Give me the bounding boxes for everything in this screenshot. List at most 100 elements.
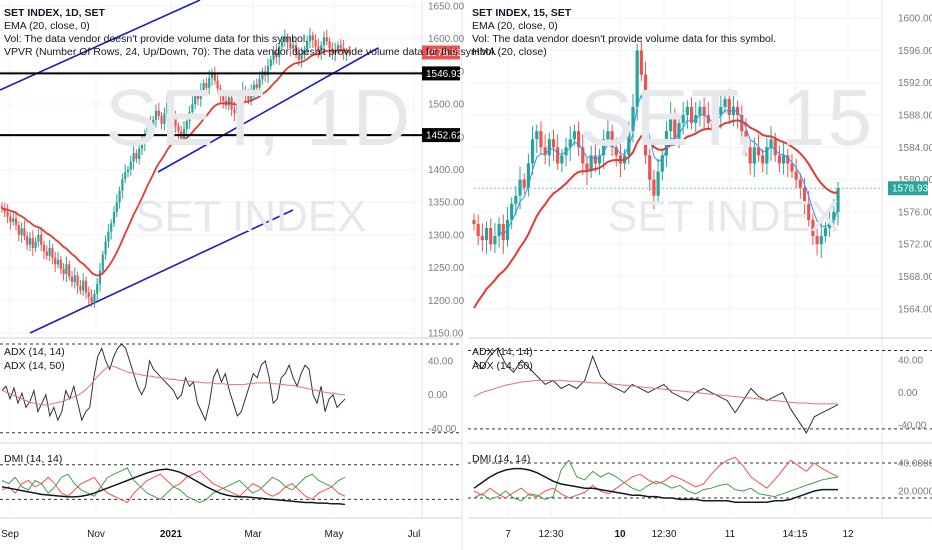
left-candle	[261, 71, 264, 80]
left-symbol-title[interactable]: SET INDEX, 1D, SET	[4, 7, 105, 19]
left-x-tick: May	[325, 529, 344, 540]
right-indicator-tick: 40.0000	[898, 459, 932, 470]
right-ema-legend[interactable]: EMA (20, close, 0)	[472, 20, 558, 32]
right-candle	[815, 236, 819, 245]
left-candle	[138, 148, 141, 160]
left-candle	[90, 297, 93, 303]
left-vol-legend[interactable]: Vol: The data vendor doesn't provide vol…	[4, 33, 309, 45]
right-candle	[614, 147, 618, 156]
right-price-tick: 1600.00	[898, 14, 932, 25]
right-candle	[522, 179, 526, 188]
left-indicator-series	[1, 468, 346, 506]
left-indicator-series	[1, 343, 346, 422]
left-candle	[135, 153, 138, 160]
right-candle	[660, 155, 664, 172]
left-candle	[9, 216, 12, 222]
right-candle	[836, 188, 840, 212]
left-candle	[348, 51, 351, 53]
right-candle	[589, 155, 593, 172]
left-candle	[160, 115, 163, 124]
left-last-price-label: 1578.93	[426, 48, 463, 59]
right-candle	[530, 139, 535, 164]
left-candle	[6, 212, 9, 217]
right-dmi-legend[interactable]: DMI (14, 14)	[472, 453, 531, 465]
left-trend-line	[157, 47, 379, 173]
right-price-tick: 1568.00	[898, 272, 932, 283]
left-dmi-legend[interactable]: DMI (14, 14)	[4, 453, 63, 465]
left-candle	[250, 92, 253, 101]
left-candle	[23, 228, 26, 237]
left-candle	[96, 283, 99, 294]
left-candle	[314, 40, 317, 47]
right-x-tick: 11	[725, 529, 736, 540]
left-candle	[118, 190, 121, 203]
left-indicator-tick: 40.00	[428, 356, 453, 367]
left-candle	[252, 84, 256, 93]
right-price-tick: 1592.00	[898, 78, 932, 89]
right-x-tick: 12	[842, 529, 854, 540]
left-candle	[278, 46, 281, 58]
left-candle	[62, 268, 65, 275]
left-candle	[31, 238, 34, 248]
left-adx-legend-2[interactable]: ADX (14, 50)	[4, 360, 65, 372]
left-legend: SET INDEX, 1D, SET EMA (20, close, 0) Vo…	[4, 7, 497, 59]
right-candle	[756, 147, 761, 156]
left-candle	[205, 83, 208, 88]
left-candle	[191, 104, 194, 112]
left-level-badge	[422, 66, 460, 81]
right-candle	[777, 155, 782, 164]
left-candle	[132, 153, 135, 162]
left-candle	[328, 41, 331, 49]
left-candle	[194, 95, 197, 105]
left-candle	[286, 37, 289, 43]
left-candle	[79, 285, 82, 291]
left-candle	[308, 35, 312, 42]
right-x-tick: 12:30	[651, 529, 676, 540]
right-hma-legend[interactable]: HMA (20, close)	[472, 46, 547, 58]
right-legend: SET INDEX, 15, SET EMA (20, close, 0) Vo…	[472, 7, 776, 59]
left-candle	[51, 247, 54, 258]
left-candle	[174, 118, 177, 127]
left-adx-legend-1[interactable]: ADX (14, 14)	[4, 346, 65, 358]
left-ema-legend[interactable]: EMA (20, close, 0)	[4, 20, 90, 32]
right-candle	[677, 123, 681, 140]
right-indicator-tick: -40.00	[898, 420, 927, 431]
right-candle	[685, 106, 689, 115]
left-indicator-tick: 0.00	[428, 390, 448, 401]
right-vol-legend[interactable]: Vol: The data vendor doesn't provide vol…	[472, 33, 777, 45]
left-price-tick: 1500.00	[428, 100, 465, 111]
right-candle	[535, 131, 539, 140]
right-candle	[715, 115, 719, 132]
left-candle	[311, 35, 314, 41]
left-candle	[101, 254, 104, 271]
right-adx-legend-1[interactable]: ADX (14, 14)	[472, 346, 533, 358]
left-candle	[34, 241, 37, 248]
left-last-price-badge	[422, 45, 460, 60]
left-candle	[73, 275, 76, 282]
left-candle	[238, 97, 242, 105]
right-candle	[472, 219, 476, 224]
left-candle	[336, 45, 340, 51]
right-candle	[602, 139, 606, 156]
left-candle	[28, 238, 32, 245]
left-candle	[300, 55, 303, 60]
left-candle	[199, 91, 202, 99]
right-x-tick: 12:30	[538, 529, 563, 540]
left-candle	[306, 41, 309, 50]
left-x-tick: 2021	[160, 529, 183, 540]
left-x-tick: Nov	[87, 529, 105, 540]
right-x-tick: 14:15	[782, 529, 807, 540]
left-candle	[12, 218, 15, 222]
right-adx-legend-2[interactable]: ADX (14, 50)	[472, 360, 533, 372]
right-x-tick: 10	[614, 529, 626, 540]
right-symbol-title[interactable]: SET INDEX, 15, SET	[472, 7, 572, 19]
left-candle	[110, 223, 113, 232]
left-vpvr-legend[interactable]: VPVR (Number Of Rows, 24, Up/Down, 70): …	[4, 46, 497, 58]
left-candle	[154, 110, 158, 120]
right-candle	[656, 171, 660, 196]
left-candle	[244, 89, 247, 95]
right-candle	[681, 115, 685, 124]
right-indicator-tick: 40.00	[898, 356, 923, 367]
